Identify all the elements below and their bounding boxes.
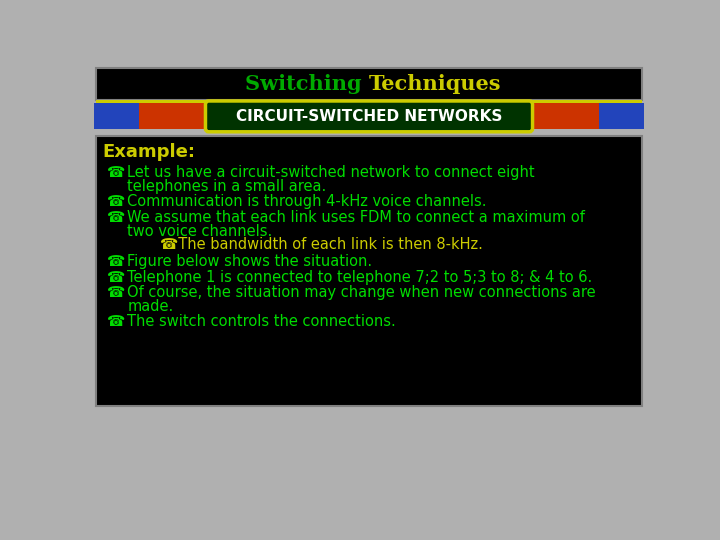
- Text: ☎: ☎: [107, 165, 125, 180]
- Text: ☎: ☎: [107, 314, 125, 329]
- Text: The switch controls the connections.: The switch controls the connections.: [127, 314, 396, 329]
- Text: Example:: Example:: [102, 143, 195, 161]
- Text: Techniques: Techniques: [369, 74, 502, 94]
- Bar: [529, 103, 599, 130]
- Text: made.: made.: [127, 299, 174, 314]
- Text: ☎: ☎: [107, 254, 125, 269]
- Text: ☎The bandwidth of each link is then 8-kHz.: ☎The bandwidth of each link is then 8-kH…: [160, 238, 482, 253]
- Bar: [599, 103, 644, 130]
- Text: ☎: ☎: [107, 210, 125, 225]
- Text: ☎: ☎: [107, 194, 125, 210]
- Bar: [96, 100, 642, 103]
- Text: ☎: ☎: [107, 285, 125, 300]
- Text: ☎: ☎: [107, 270, 125, 285]
- FancyBboxPatch shape: [96, 137, 642, 406]
- Text: Let us have a circuit-switched network to connect eight: Let us have a circuit-switched network t…: [127, 165, 535, 180]
- Bar: [139, 103, 209, 130]
- Text: telephones in a small area.: telephones in a small area.: [127, 179, 326, 194]
- Text: CIRCUIT-SWITCHED NETWORKS: CIRCUIT-SWITCHED NETWORKS: [236, 109, 502, 124]
- Text: We assume that each link uses FDM to connect a maximum of: We assume that each link uses FDM to con…: [127, 210, 585, 225]
- Bar: [94, 103, 139, 130]
- FancyBboxPatch shape: [205, 101, 533, 132]
- Text: two voice channels.: two voice channels.: [127, 224, 272, 239]
- Text: Communication is through 4-kHz voice channels.: Communication is through 4-kHz voice cha…: [127, 194, 487, 210]
- Text: Figure below shows the situation.: Figure below shows the situation.: [127, 254, 372, 269]
- Text: Switching: Switching: [245, 74, 369, 94]
- Text: Of course, the situation may change when new connections are: Of course, the situation may change when…: [127, 285, 596, 300]
- Text: Telephone 1 is connected to telephone 7;2 to 5;3 to 8; & 4 to 6.: Telephone 1 is connected to telephone 7;…: [127, 270, 593, 285]
- FancyBboxPatch shape: [96, 68, 642, 100]
